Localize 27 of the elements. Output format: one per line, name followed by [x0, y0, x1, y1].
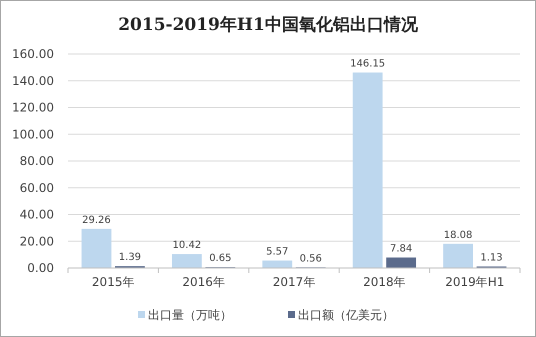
y-tick-label: 100.00	[12, 127, 54, 142]
x-tick-label: 2016年	[182, 275, 225, 289]
data-label: 0.56	[300, 253, 322, 264]
data-label: 1.39	[118, 252, 142, 264]
data-label: 10.42	[172, 240, 202, 252]
legend-label: 出口额（亿美元）	[298, 308, 394, 322]
data-label: 5.57	[266, 246, 288, 258]
x-tick-label: 2018年	[363, 275, 406, 289]
x-tick-label: 2017年	[272, 275, 316, 289]
y-tick-label: 20.00	[20, 234, 54, 248]
y-tick-label: 0.00	[27, 261, 54, 276]
x-tick-label: 2015年	[92, 275, 134, 289]
chart-title: 2015-2019年H1中国氧化铝出口情况	[118, 15, 419, 35]
legend-label: 出口量（万吨）	[148, 308, 232, 322]
x-tick-label: 2019年H1	[445, 275, 504, 289]
data-label: 0.65	[209, 253, 232, 264]
y-tick-label: 160.00	[12, 47, 54, 62]
data-label: 18.08	[444, 230, 472, 241]
y-tick-label: 80.00	[20, 154, 54, 168]
y-tick-label: 60.00	[20, 180, 54, 195]
y-tick-label: 120.00	[12, 100, 54, 115]
y-tick-label: 140.00	[12, 74, 54, 88]
y-tick-label: 40.00	[20, 208, 54, 222]
data-label: 1.13	[480, 252, 503, 264]
data-label: 29.26	[82, 214, 111, 226]
data-label: 7.84	[390, 244, 412, 255]
data-label: 146.15	[350, 58, 386, 70]
